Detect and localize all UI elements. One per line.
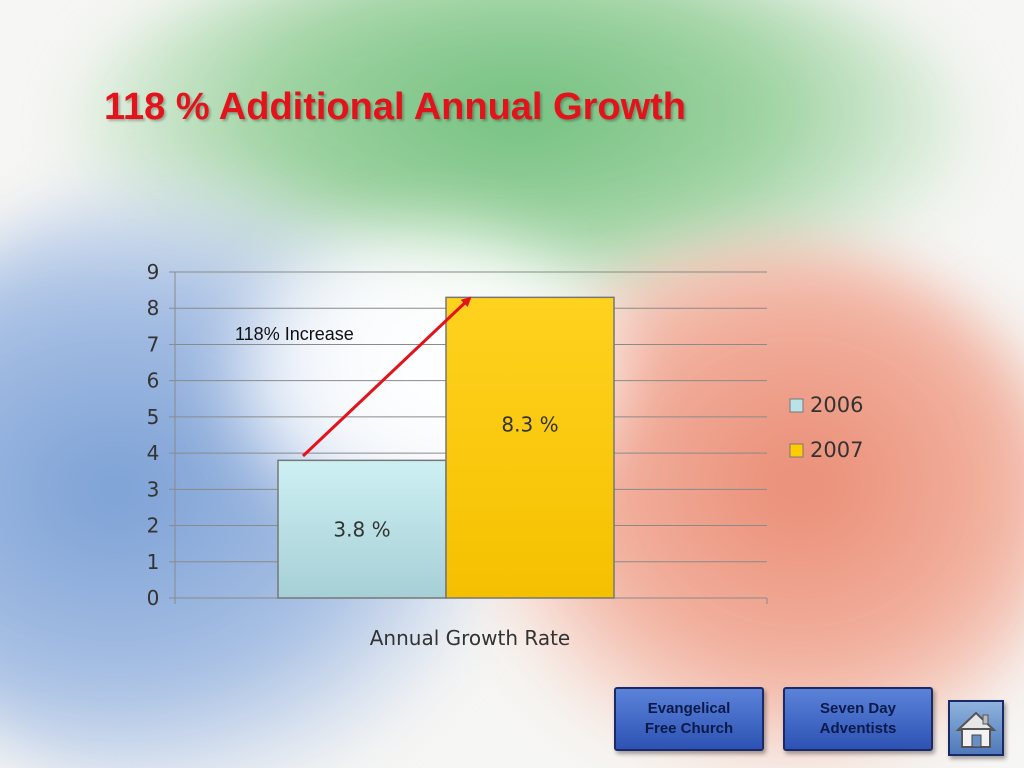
y-tick-label: 5 [147,405,160,429]
legend-label-2006: 2006 [810,393,863,417]
slide-title: 118 % Additional Annual Growth [104,86,687,128]
y-tick-label: 6 [147,369,160,393]
increase-arrow [301,296,472,458]
legend-swatch-2006 [789,398,804,413]
y-tick-label: 8 [147,296,160,320]
y-tick-label: 0 [147,586,160,610]
legend-swatch-2007 [789,443,804,458]
bar-2007 [445,296,615,599]
seven-day-adventists-button[interactable]: Seven Day Adventists [783,687,933,751]
y-tick-label: 2 [147,514,160,538]
legend-label-2007: 2007 [810,438,863,462]
x-axis-label: Annual Growth Rate [370,626,571,650]
y-tick-label: 4 [147,441,160,465]
home-button[interactable] [948,700,1004,756]
y-tick-label: 9 [147,260,160,284]
bar-2006 [277,459,447,599]
y-tick-label: 1 [147,550,160,574]
increase-annotation: 118% Increase [235,324,354,344]
house-icon [955,711,997,748]
evangelical-free-church-button[interactable]: Evangelical Free Church [614,687,764,751]
data-label-2007: 8.3 % [501,412,558,436]
y-tick-label: 3 [147,477,160,501]
y-tick-label: 7 [147,332,160,356]
data-label-2006: 3.8 % [333,517,390,541]
